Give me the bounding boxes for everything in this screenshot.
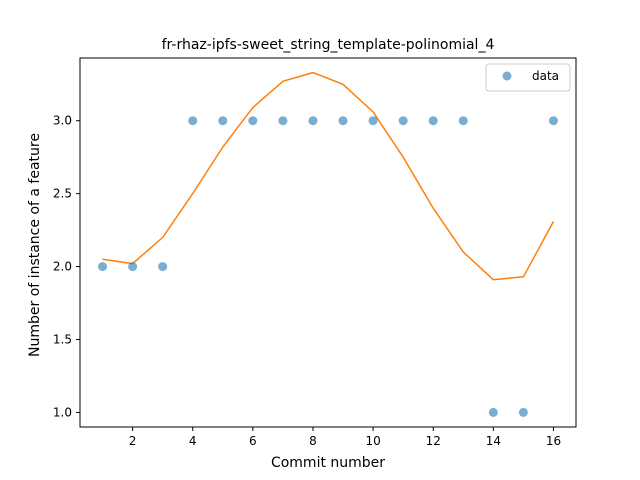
data-point: [488, 407, 498, 417]
data-point-series: [98, 116, 558, 417]
data-point: [458, 116, 468, 126]
legend-frame: [485, 63, 571, 92]
data-point: [428, 116, 438, 126]
data-point: [188, 116, 198, 126]
y-tick-label: 3.0: [53, 114, 72, 128]
data-point: [308, 116, 318, 126]
data-point: [158, 262, 168, 272]
data-point: [248, 116, 258, 126]
data-point: [518, 407, 528, 417]
data-point: [548, 116, 558, 126]
y-tick-label: 1.0: [53, 405, 72, 419]
x-tick-label: 16: [546, 434, 561, 448]
y-tick-label: 2.5: [53, 187, 72, 201]
data-point: [278, 116, 288, 126]
chart-title: fr-rhaz-ipfs-sweet_string_template-polin…: [162, 37, 495, 53]
legend: data: [485, 63, 571, 92]
x-tick-label: 4: [189, 434, 197, 448]
x-axis-ticks: 2 4 6 8 10 12 14 16: [129, 427, 561, 448]
x-tick-label: 6: [249, 434, 257, 448]
x-tick-label: 2: [129, 434, 137, 448]
data-point: [98, 262, 108, 272]
fit-line: [102, 71, 555, 281]
data-point: [338, 116, 348, 126]
x-tick-label: 12: [426, 434, 441, 448]
plot-frame: [79, 57, 577, 428]
data-point: [368, 116, 378, 126]
fit-line-series: [102, 71, 555, 281]
y-axis-label: Number of instance of a feature: [27, 133, 43, 357]
data-point: [128, 262, 138, 272]
x-tick-label: 14: [486, 434, 501, 448]
legend-label-data: data: [532, 69, 559, 83]
y-axis-ticks: 1.0 1.5 2.0 2.5 3.0: [53, 114, 80, 419]
x-tick-label: 10: [365, 434, 380, 448]
y-tick-label: 2.0: [53, 260, 72, 274]
data-point: [218, 116, 228, 126]
x-axis-label: Commit number: [271, 455, 385, 471]
x-tick-label: 8: [309, 434, 317, 448]
legend-marker-data: [502, 71, 512, 81]
data-point: [398, 116, 408, 126]
plot-area: [79, 57, 577, 428]
y-tick-label: 1.5: [53, 332, 72, 346]
